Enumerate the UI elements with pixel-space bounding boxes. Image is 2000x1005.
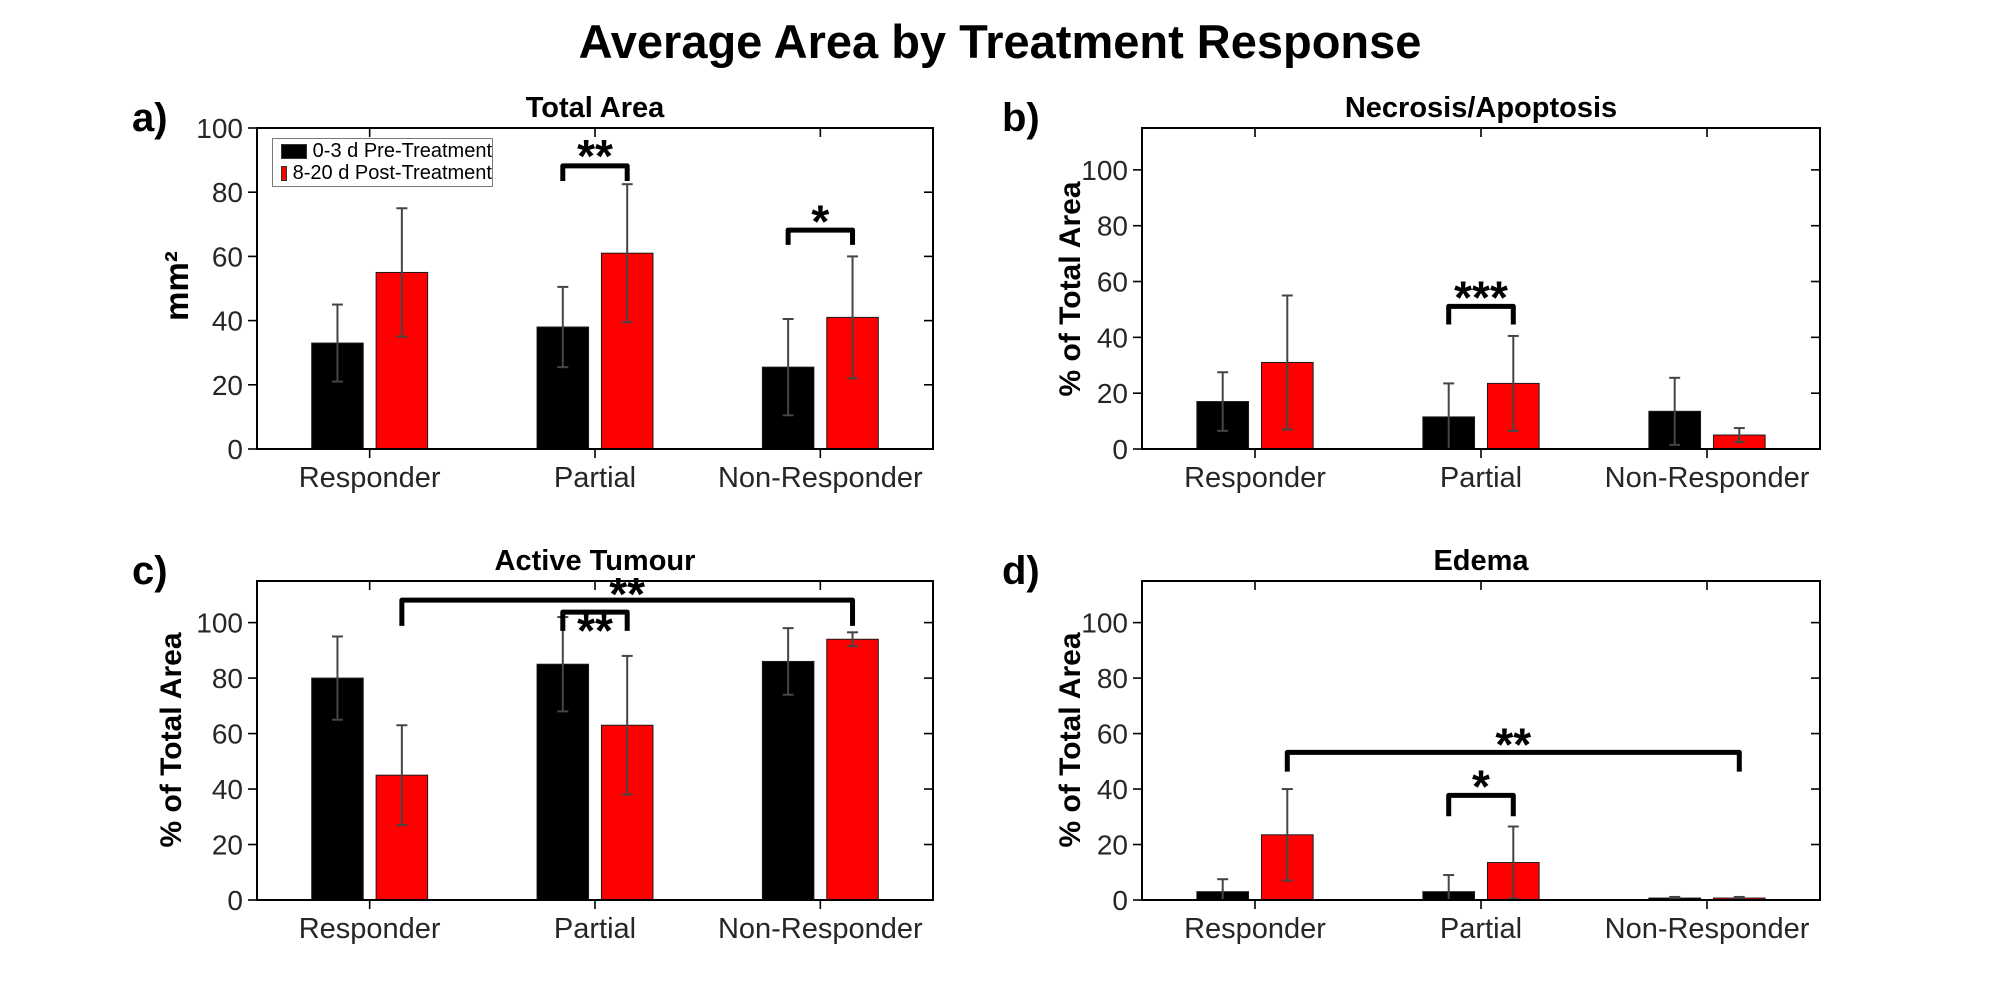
sig-bracket bbox=[785, 227, 856, 245]
category-label: Partial bbox=[554, 462, 636, 494]
category-label: Partial bbox=[1440, 913, 1522, 945]
y-axis-label-d: % of Total Area bbox=[1054, 632, 1087, 848]
sig-bracket bbox=[560, 609, 630, 631]
category-label: Non-Responder bbox=[718, 462, 923, 494]
sig-bracket bbox=[1446, 792, 1516, 817]
y-tick-label: 100 bbox=[196, 608, 243, 639]
y-tick-label: 20 bbox=[1097, 830, 1128, 861]
category-label: Partial bbox=[554, 913, 636, 945]
legend-swatch-post-treatment bbox=[281, 166, 287, 182]
sig-bracket bbox=[1446, 303, 1516, 325]
legend-item-pre-treatment: 0-3 d Pre-Treatment bbox=[273, 139, 492, 162]
subplot-title-total-area: Total Area bbox=[525, 92, 665, 124]
y-tick-label: 0 bbox=[1112, 885, 1128, 916]
figure-title: Average Area by Treatment Response bbox=[578, 15, 1422, 68]
sig-stars: * bbox=[811, 195, 829, 247]
category-label: Partial bbox=[1440, 462, 1522, 494]
y-tick-label: 60 bbox=[212, 719, 243, 750]
y-axis-label-a: mm² bbox=[158, 251, 195, 321]
legend-swatch-pre-treatment bbox=[281, 143, 307, 159]
y-tick-label: 40 bbox=[1097, 322, 1128, 353]
y-tick-label: 20 bbox=[1097, 378, 1128, 409]
subplot-title-active-tumour: Active Tumour bbox=[494, 545, 696, 577]
sig-stars: *** bbox=[1454, 271, 1508, 323]
subplot-title-edema: Edema bbox=[1433, 545, 1529, 577]
y-axis-label-c: % of Total Area bbox=[155, 632, 188, 848]
sig-bracket bbox=[399, 597, 856, 626]
y-tick-label: 100 bbox=[1081, 608, 1128, 639]
y-tick-label: 80 bbox=[212, 663, 243, 694]
y-tick-label: 60 bbox=[1097, 719, 1128, 750]
sig-stars: * bbox=[1472, 761, 1490, 813]
sig-stars: ** bbox=[577, 605, 613, 657]
category-label: Responder bbox=[1184, 462, 1326, 494]
legend-box: 0-3 d Pre-Treatment 8-20 d Post-Treatmen… bbox=[272, 138, 493, 187]
y-tick-label: 100 bbox=[196, 113, 243, 144]
y-tick-label: 0 bbox=[227, 434, 243, 465]
bar-post-non-responder bbox=[826, 638, 879, 901]
y-tick-label: 40 bbox=[212, 774, 243, 805]
y-axis-label-b: % of Total Area bbox=[1054, 181, 1087, 397]
y-tick-label: 80 bbox=[1097, 663, 1128, 694]
bar-pre-non-responder bbox=[761, 660, 815, 901]
panel-label-c: c) bbox=[132, 549, 168, 593]
sig-bracket bbox=[560, 163, 630, 181]
sig-bracket bbox=[1284, 749, 1742, 772]
category-label: Responder bbox=[299, 913, 441, 945]
y-tick-label: 60 bbox=[1097, 267, 1128, 298]
y-tick-label: 20 bbox=[212, 370, 243, 401]
y-tick-label: 100 bbox=[1081, 155, 1128, 186]
y-tick-label: 40 bbox=[1097, 774, 1128, 805]
sig-stars: ** bbox=[577, 130, 613, 182]
y-tick-label: 80 bbox=[1097, 211, 1128, 242]
legend-label-pre-treatment: 0-3 d Pre-Treatment bbox=[312, 139, 492, 162]
category-label: Non-Responder bbox=[718, 913, 923, 945]
legend-item-post-treatment: 8-20 d Post-Treatment bbox=[273, 162, 492, 185]
category-label: Non-Responder bbox=[1605, 462, 1810, 494]
y-tick-label: 40 bbox=[212, 306, 243, 337]
panel-label-b: b) bbox=[1002, 96, 1040, 140]
y-tick-label: 60 bbox=[212, 241, 243, 272]
y-tick-label: 80 bbox=[212, 177, 243, 208]
sig-stars: ** bbox=[1495, 719, 1531, 771]
category-label: Responder bbox=[299, 462, 441, 494]
category-label: Non-Responder bbox=[1605, 913, 1810, 945]
y-tick-label: 0 bbox=[227, 885, 243, 916]
category-label: Responder bbox=[1184, 913, 1326, 945]
y-tick-label: 0 bbox=[1112, 434, 1128, 465]
y-tick-label: 20 bbox=[212, 830, 243, 861]
axes-box bbox=[1141, 580, 1821, 901]
panel-label-d: d) bbox=[1002, 549, 1040, 593]
legend-label-post-treatment: 8-20 d Post-Treatment bbox=[292, 162, 492, 185]
subplot-title-necrosis: Necrosis/Apoptosis bbox=[1344, 92, 1618, 124]
panel-label-a: a) bbox=[132, 96, 168, 140]
